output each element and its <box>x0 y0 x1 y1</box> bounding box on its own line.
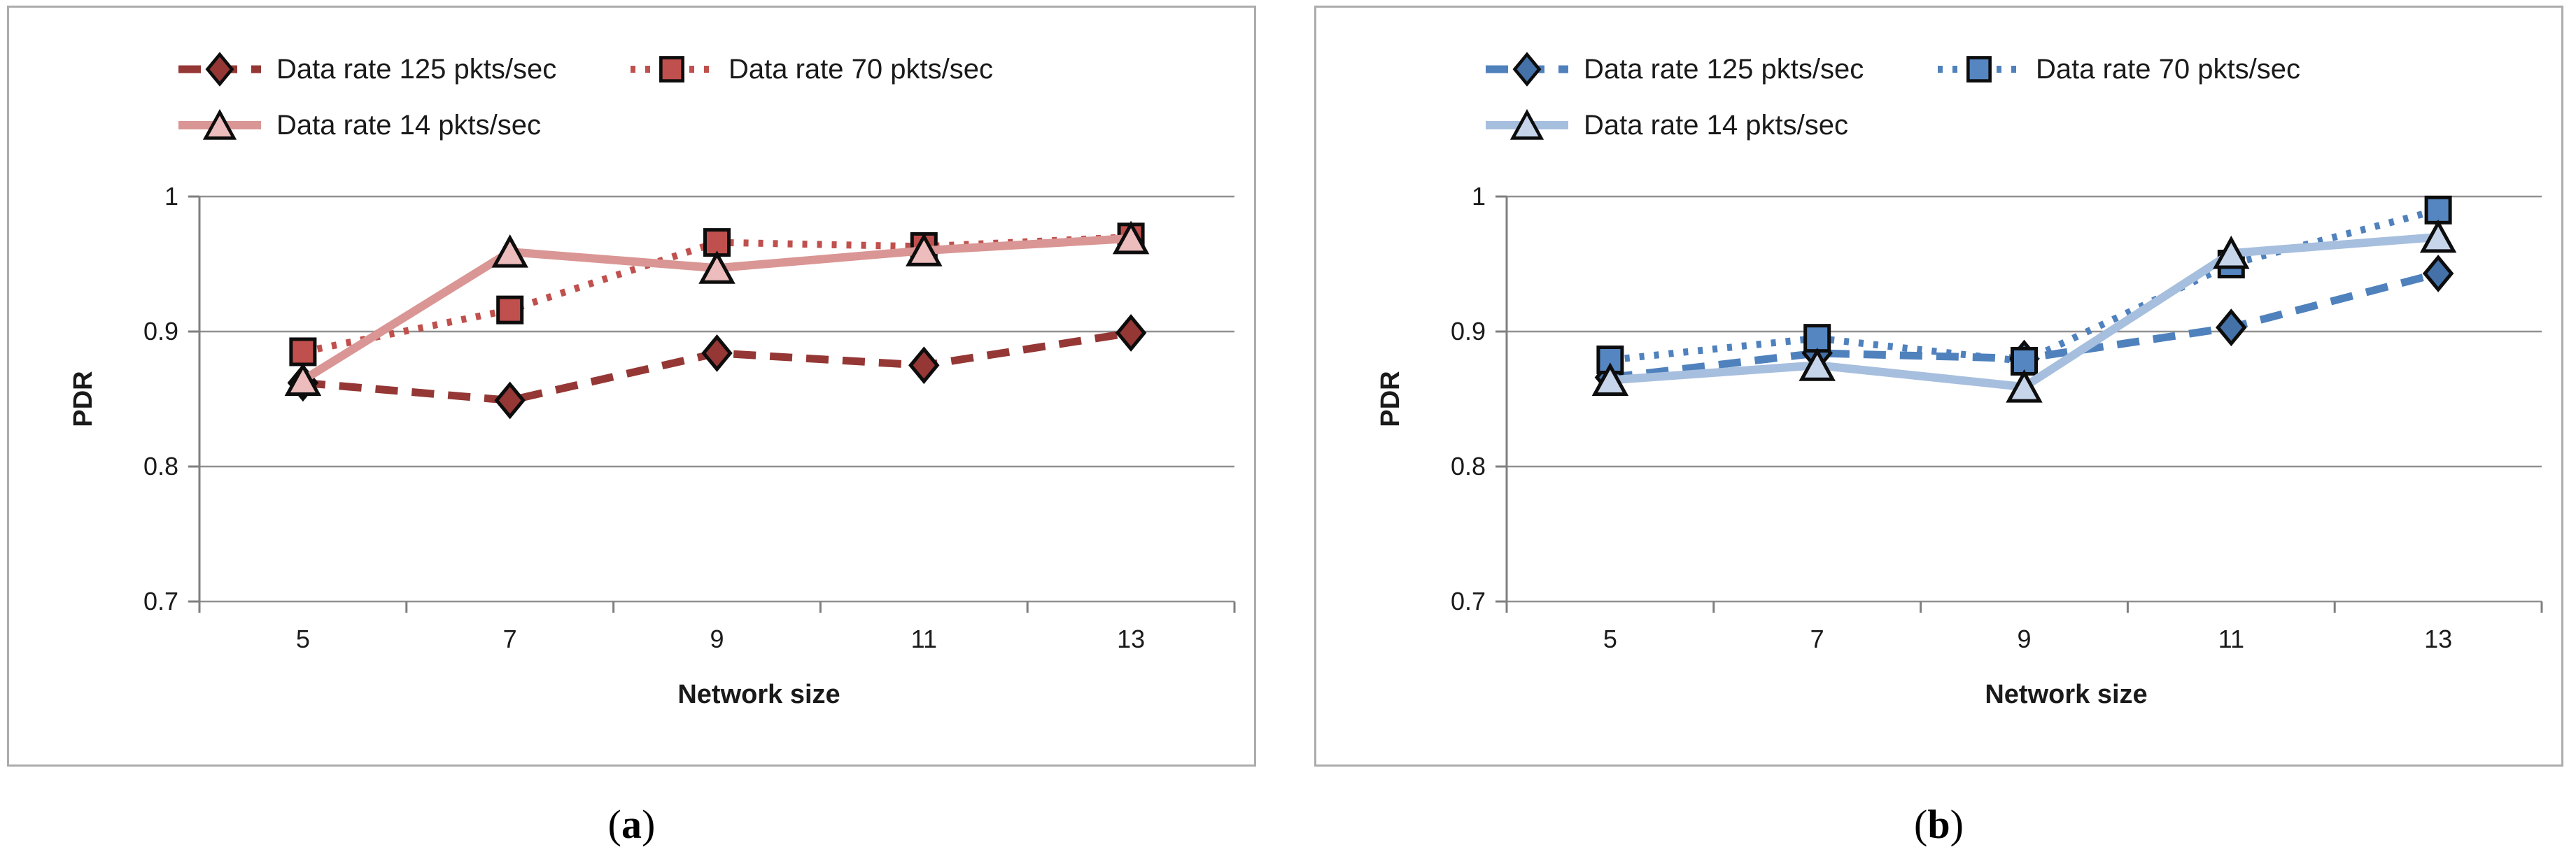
marker-triangle-icon <box>698 250 736 284</box>
marker-square-icon <box>2424 195 2452 225</box>
y-tick-label: 0.7 <box>143 587 178 616</box>
y-tick-label: 0.8 <box>143 452 178 481</box>
marker-diamond-icon <box>908 346 940 385</box>
x-tick-label: 9 <box>2017 625 2031 653</box>
legend-label: Data rate 70 pkts/sec <box>729 54 993 85</box>
y-tick-label: 0.9 <box>143 317 178 346</box>
caption-b-letter: b <box>1927 802 1950 847</box>
pdr-chart-a: 1 0.9 0.8 0.7 5 7 9 11 13 Network size PDR Data rat… <box>69 52 1236 709</box>
caption-a-letter: a <box>621 802 642 847</box>
legend-label: Data rate 70 pkts/sec <box>2036 54 2300 85</box>
x-tick-label: 13 <box>2424 625 2452 653</box>
series-square <box>1596 195 2452 376</box>
x-tick-label: 11 <box>911 625 937 653</box>
marker-diamond-icon <box>1512 52 1542 87</box>
series-triangle <box>1591 219 2457 403</box>
marker-triangle-icon <box>1112 220 1150 255</box>
legend-item: Data rate 14 pkts/sec <box>1486 108 1848 141</box>
chart-panel-b: 1 0.9 0.8 0.7 5 7 9 11 13 Network size PDR Data rat… <box>1314 6 2563 767</box>
marker-square-icon <box>289 337 317 367</box>
marker-triangle-icon <box>284 362 322 396</box>
caption-a-open: ( <box>607 802 621 847</box>
y-tick-label: 0.8 <box>1451 452 1486 481</box>
x-tick-label: 9 <box>710 625 724 653</box>
x-tick-label: 5 <box>1603 625 1617 653</box>
marker-triangle-icon <box>1591 362 1629 396</box>
pdr-chart-b: 1 0.9 0.8 0.7 5 7 9 11 13 Network size PDR Data rat… <box>1376 52 2543 709</box>
legend-label: Data rate 125 pkts/sec <box>276 54 556 85</box>
marker-diamond-icon <box>494 381 526 420</box>
series-triangle <box>284 220 1150 396</box>
x-tick-label: 13 <box>1117 625 1145 653</box>
y-axis-title: PDR <box>69 371 98 427</box>
marker-diamond-icon <box>205 52 234 87</box>
marker-diamond-icon <box>1115 314 1147 352</box>
legend-item: Data rate 125 pkts/sec <box>1486 52 1864 87</box>
marker-square-icon <box>1803 324 1831 353</box>
marker-triangle-icon <box>2419 219 2457 253</box>
y-tick-label: 1 <box>164 182 178 211</box>
marker-square-icon <box>1596 346 1624 375</box>
chart-panel-a: 1 0.9 0.8 0.7 5 7 9 11 13 Network size PDR Data rat… <box>7 6 1256 767</box>
caption-a: (a) <box>7 786 1256 863</box>
caption-a-close: ) <box>642 802 656 847</box>
marker-square-icon <box>659 56 684 83</box>
y-axis-title: PDR <box>1376 371 1405 427</box>
marker-triangle-icon <box>1799 348 1836 381</box>
marker-triangle-icon <box>1509 108 1544 140</box>
x-tick-label: 5 <box>296 625 310 653</box>
marker-triangle-icon <box>906 233 943 266</box>
marker-triangle-icon <box>2006 369 2043 403</box>
y-tick-label: 0.9 <box>1451 317 1486 346</box>
y-tick-label: 1 <box>1472 182 1486 211</box>
legend-item: Data rate 14 pkts/sec <box>178 108 541 141</box>
x-tick-label: 11 <box>2218 625 2244 653</box>
legend-label: Data rate 125 pkts/sec <box>1584 54 1864 85</box>
marker-triangle-icon <box>2213 235 2250 269</box>
x-tick-label: 7 <box>1810 625 1824 653</box>
series-line <box>1610 206 2440 365</box>
caption-b: (b) <box>1314 786 2563 863</box>
y-tick-label: 0.7 <box>1451 587 1486 616</box>
x-tick-label: 7 <box>503 625 517 653</box>
legend-item: Data rate 125 pkts/sec <box>178 52 556 87</box>
legend-item: Data rate 70 pkts/sec <box>1938 54 2300 85</box>
marker-diamond-icon <box>2422 255 2454 292</box>
x-axis-title: Network size <box>677 680 840 709</box>
marker-triangle-icon <box>202 108 237 140</box>
legend-item: Data rate 70 pkts/sec <box>631 54 993 85</box>
marker-triangle-icon <box>491 234 528 268</box>
x-axis-title: Network size <box>1985 680 2147 709</box>
marker-diamond-icon <box>701 334 733 372</box>
legend-label: Data rate 14 pkts/sec <box>276 110 541 141</box>
marker-square-icon <box>496 295 524 325</box>
legend-label: Data rate 14 pkts/sec <box>1584 110 1848 141</box>
caption-b-close: ) <box>1950 802 1964 847</box>
caption-b-open: ( <box>1914 802 1928 847</box>
marker-square-icon <box>1966 56 1992 83</box>
marker-diamond-icon <box>2216 308 2247 347</box>
